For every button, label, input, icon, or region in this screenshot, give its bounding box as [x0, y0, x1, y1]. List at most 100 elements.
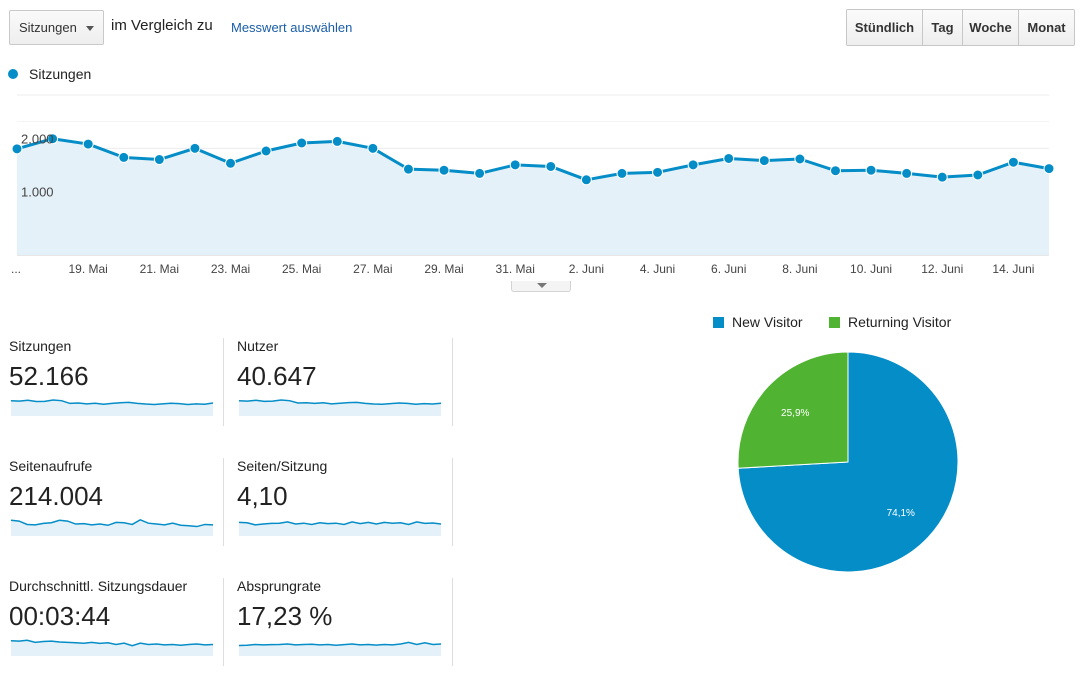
x-tick-label: 25. Mai	[282, 262, 321, 276]
data-point[interactable]	[509, 159, 521, 171]
pie-legend-returning-visitor[interactable]: Returning Visitor	[829, 314, 951, 330]
kpi-label: Seitenaufrufe	[9, 458, 93, 474]
data-point[interactable]	[331, 135, 343, 147]
y-tick-label: 3.000	[21, 90, 54, 93]
pie-legend-new-visitor[interactable]: New Visitor	[713, 314, 803, 330]
data-point[interactable]	[687, 159, 699, 171]
x-tick-label: 8. Juni	[782, 262, 817, 276]
x-tick-label: 2. Juni	[569, 262, 604, 276]
x-tick-label: 21. Mai	[140, 262, 179, 276]
kpi-value: 4,10	[237, 481, 288, 511]
kpi-value: 52.166	[9, 361, 89, 391]
sparkline-line	[239, 521, 441, 526]
kpi-label: Absprungrate	[237, 578, 322, 594]
y-tick-label: 1.000	[21, 185, 54, 200]
kpi-value: 17,23 %	[237, 601, 333, 631]
y-tick-label: 2.000	[21, 131, 54, 146]
data-point[interactable]	[545, 160, 557, 172]
legend-swatch-icon	[713, 316, 724, 328]
pie-slice-label: 74,1%	[887, 508, 915, 519]
x-tick-label: 29. Mai	[424, 262, 463, 276]
kpi-value: 214.004	[9, 481, 103, 511]
data-point[interactable]	[865, 164, 877, 176]
select-metric-link[interactable]: Messwert auswählen	[231, 20, 353, 35]
data-point[interactable]	[794, 153, 806, 165]
data-point[interactable]	[189, 142, 201, 154]
data-point[interactable]	[260, 145, 272, 157]
range-month-button[interactable]: Monat	[1018, 10, 1074, 45]
series-dot-icon	[8, 69, 18, 79]
data-point[interactable]	[438, 164, 450, 176]
kpi-label: Nutzer	[237, 338, 279, 354]
kpi-label: Durchschnittl. Sitzungsdauer	[9, 578, 188, 594]
x-tick-label: 27. Mai	[353, 262, 392, 276]
metric-select[interactable]: Sitzungen	[9, 10, 104, 45]
kpi-users[interactable]: Nutzer 40.647	[237, 338, 452, 448]
pie-slice-returning-visitor[interactable]	[738, 352, 849, 469]
data-point[interactable]	[936, 171, 948, 183]
data-point[interactable]	[153, 154, 165, 166]
range-hourly-button[interactable]: Stündlich	[847, 10, 922, 45]
compare-label: im Vergleich zu	[111, 17, 213, 34]
sparkline-line	[239, 641, 441, 647]
pie-legend-label: Returning Visitor	[848, 314, 952, 330]
data-point[interactable]	[402, 163, 414, 175]
data-point[interactable]	[1007, 156, 1019, 168]
data-point[interactable]	[829, 165, 841, 177]
x-tick-label: 10. Juni	[850, 262, 892, 276]
data-point[interactable]	[82, 138, 94, 150]
divider	[223, 578, 224, 666]
expand-chart-handle[interactable]	[511, 281, 571, 292]
pie-slice-label: 25,9%	[781, 408, 809, 419]
data-point[interactable]	[972, 169, 984, 181]
x-tick-label: 23. Mai	[211, 262, 250, 276]
data-point[interactable]	[367, 142, 379, 154]
divider	[452, 458, 453, 546]
sparkline-line	[11, 639, 213, 647]
data-point[interactable]	[616, 167, 628, 179]
range-day-button[interactable]: Tag	[922, 10, 962, 45]
sparkline-line	[239, 399, 441, 405]
line-chart-legend-label: Sitzungen	[29, 66, 92, 82]
divider	[223, 458, 224, 546]
kpi-avg-session-duration[interactable]: Durchschnittl. Sitzungsdauer 00:03:44	[9, 578, 224, 675]
data-point[interactable]	[47, 133, 59, 145]
kpi-value: 40.647	[237, 361, 317, 391]
kpi-pageviews[interactable]: Seitenaufrufe 214.004	[9, 458, 224, 568]
kpi-sessions[interactable]: Sitzungen 52.166	[9, 338, 224, 448]
toolbar: Sitzungen im Vergleich zu Messwert auswä…	[0, 0, 1080, 60]
sparkline-line	[11, 399, 213, 406]
data-point[interactable]	[118, 151, 130, 163]
data-point[interactable]	[901, 167, 913, 179]
kpi-label: Sitzungen	[9, 338, 72, 354]
pie-legend-label: New Visitor	[732, 314, 803, 330]
data-point[interactable]	[296, 137, 308, 149]
data-point[interactable]	[225, 157, 237, 169]
sparkline-area	[11, 519, 213, 536]
divider	[223, 338, 224, 426]
kpi-label: Seiten/Sitzung	[237, 458, 328, 474]
sparkline-area	[11, 640, 213, 656]
time-range-toggle: Stündlich Tag Woche Monat	[846, 9, 1075, 46]
series-area	[17, 138, 1049, 255]
line-chart-legend[interactable]: Sitzungen	[8, 66, 91, 82]
data-point[interactable]	[474, 167, 486, 179]
data-point[interactable]	[652, 166, 664, 178]
sparkline-line	[11, 519, 213, 528]
sparkline-area	[239, 642, 441, 656]
divider	[452, 338, 453, 426]
data-point[interactable]	[723, 152, 735, 164]
kpi-bounce-rate[interactable]: Absprungrate 17,23 %	[237, 578, 452, 675]
data-point[interactable]	[1043, 163, 1055, 175]
kpi-pages-per-session[interactable]: Seiten/Sitzung 4,10	[237, 458, 452, 568]
x-tick-label: 31. Mai	[496, 262, 535, 276]
chevron-down-icon	[86, 26, 94, 31]
sessions-line-chart: 1.000 2.000 3.000 19. Mai 21. Mai 23. Mai 25. …	[11, 90, 1055, 276]
data-point[interactable]	[11, 143, 23, 155]
kpi-sparkline	[239, 641, 441, 656]
data-point[interactable]	[580, 174, 592, 186]
kpi-sparkline	[11, 399, 213, 416]
range-week-button[interactable]: Woche	[962, 10, 1018, 45]
data-point[interactable]	[758, 155, 770, 167]
kpi-sparkline	[239, 521, 441, 536]
